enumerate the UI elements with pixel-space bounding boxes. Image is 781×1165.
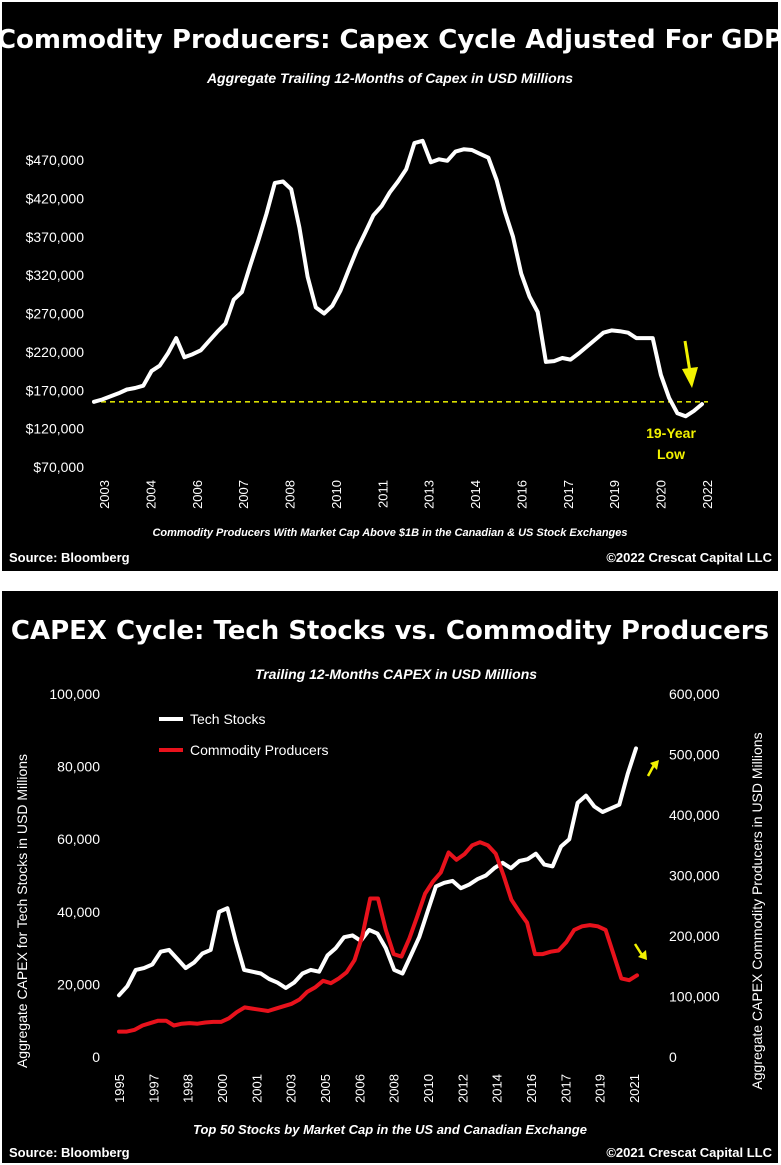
y-axis-left-label: Aggregate CAPEX for Tech Stocks in USD M… <box>14 754 30 1068</box>
y-left-tick-label: 20,000 <box>57 976 100 992</box>
chart-footnote: Commodity Producers With Market Cap Abov… <box>152 527 627 539</box>
source-label: Source: Bloomberg <box>9 550 130 565</box>
x-tick-label: 2003 <box>97 480 112 509</box>
y-right-tick-label: 600,000 <box>669 686 720 702</box>
y-tick-label: $70,000 <box>33 459 84 475</box>
legend: Tech Stocks Commodity Producers <box>159 711 329 758</box>
copyright-label: ©2021 Crescat Capital LLC <box>606 1145 772 1160</box>
x-tick-label: 2016 <box>514 480 529 509</box>
x-tick-label: 2014 <box>490 1074 505 1103</box>
x-tick-label: 2019 <box>593 1074 608 1103</box>
y-tick-label: $470,000 <box>26 152 85 168</box>
chart-title: CAPEX Cycle: Tech Stocks vs. Commodity P… <box>11 616 769 646</box>
x-tick-label: 2016 <box>524 1074 539 1103</box>
x-tick-label: 2022 <box>700 480 715 509</box>
y-left-tick-label: 40,000 <box>57 904 100 920</box>
x-tick-label: 2008 <box>387 1074 402 1103</box>
y-tick-label: $420,000 <box>26 190 85 206</box>
y-tick-label: $320,000 <box>26 267 85 283</box>
arrow-down-icon <box>633 943 647 960</box>
x-axis-ticks: 1995 1997 1998 2000 2001 2003 2005 2006 2008 2010… <box>112 1074 642 1103</box>
source-label: Source: Bloomberg <box>9 1145 130 1160</box>
y-tick-label: $170,000 <box>26 382 85 398</box>
y-left-tick-label: 0 <box>92 1049 100 1065</box>
y-tick-label: $120,000 <box>26 421 85 437</box>
x-tick-label: 2021 <box>627 1074 642 1103</box>
series-line-commodity-producers <box>117 840 639 1034</box>
y-left-tick-label: 100,000 <box>49 686 100 702</box>
series-line-tech-stocks <box>117 746 638 998</box>
y-tick-label: $220,000 <box>26 344 85 360</box>
x-tick-label: 2014 <box>468 480 483 509</box>
x-tick-label: 2013 <box>422 480 437 509</box>
y-axis-ticks: $70,000 $120,000 $170,000 $220,000 $270,000 $… <box>26 152 85 475</box>
y-right-tick-label: 100,000 <box>669 989 720 1005</box>
x-tick-label: 2004 <box>143 480 158 509</box>
x-tick-label: 2011 <box>375 480 390 508</box>
y-right-tick-label: 500,000 <box>669 747 720 763</box>
x-tick-label: 2020 <box>654 480 669 509</box>
y-axis-right-label: Aggregate CAPEX Commodity Producers in U… <box>749 732 765 1089</box>
x-tick-label: 2000 <box>215 1074 230 1103</box>
y-right-tick-label: 0 <box>669 1049 677 1065</box>
x-tick-label: 2006 <box>352 1074 367 1103</box>
x-axis-ticks: 2003 2004 2006 2007 2008 2010 2011 2013 2014 2016… <box>97 480 715 509</box>
series-line-commodity-capex <box>92 138 704 419</box>
chart-subtitle: Aggregate Trailing 12-Months of Capex in… <box>206 70 573 86</box>
x-tick-label: 2005 <box>318 1074 333 1103</box>
legend-label-commodity-producers: Commodity Producers <box>190 742 329 758</box>
copyright-label: ©2022 Crescat Capital LLC <box>606 550 772 565</box>
x-tick-label: 1998 <box>181 1074 196 1103</box>
chart-footnote: Top 50 Stocks by Market Cap in the US an… <box>193 1122 587 1137</box>
y-right-tick-label: 200,000 <box>669 928 720 944</box>
x-tick-label: 2003 <box>284 1074 299 1103</box>
y-left-tick-label: 60,000 <box>57 831 100 847</box>
x-tick-label: 2001 <box>249 1074 264 1103</box>
y-right-tick-label: 400,000 <box>669 807 720 823</box>
chart-commodity-capex: Commodity Producers: Capex Cycle Adjuste… <box>2 25 778 565</box>
annotation-line-2: Low <box>657 446 685 462</box>
x-tick-label: 1995 <box>112 1074 127 1103</box>
x-tick-label: 2007 <box>236 480 251 509</box>
x-tick-label: 2010 <box>329 480 344 509</box>
annotation-line-1: 19-Year <box>646 425 696 441</box>
chart-title: Commodity Producers: Capex Cycle Adjuste… <box>2 25 778 55</box>
x-tick-label: 2017 <box>561 480 576 509</box>
y-right-tick-label: 300,000 <box>669 868 720 884</box>
chart-subtitle: Trailing 12-Months CAPEX in USD Millions <box>255 666 537 682</box>
chart-tech-vs-commodity: CAPEX Cycle: Tech Stocks vs. Commodity P… <box>9 616 773 1160</box>
arrow-up-icon <box>646 760 659 777</box>
y-tick-label: $270,000 <box>26 306 85 322</box>
arrow-icon <box>682 340 698 388</box>
x-tick-label: 2012 <box>455 1074 470 1103</box>
y-axis-left-ticks: 0 20,000 40,000 60,000 80,000 100,000 <box>49 686 100 1065</box>
x-tick-label: 2019 <box>607 480 622 509</box>
y-axis-right-ticks: 0 100,000 200,000 300,000 400,000 500,000 600,… <box>669 686 720 1065</box>
y-left-tick-label: 80,000 <box>57 759 100 775</box>
x-tick-label: 2006 <box>190 480 205 509</box>
x-tick-label: 2008 <box>283 480 298 509</box>
chart-panel-commodity-capex: Commodity Producers: Capex Cycle Adjuste… <box>2 2 778 571</box>
chart-panel-tech-vs-commodity: CAPEX Cycle: Tech Stocks vs. Commodity P… <box>2 591 778 1163</box>
x-tick-label: 2017 <box>558 1074 573 1103</box>
x-tick-label: 2010 <box>421 1074 436 1103</box>
y-tick-label: $370,000 <box>26 229 85 245</box>
x-tick-label: 1997 <box>146 1074 161 1103</box>
legend-label-tech-stocks: Tech Stocks <box>190 711 265 727</box>
